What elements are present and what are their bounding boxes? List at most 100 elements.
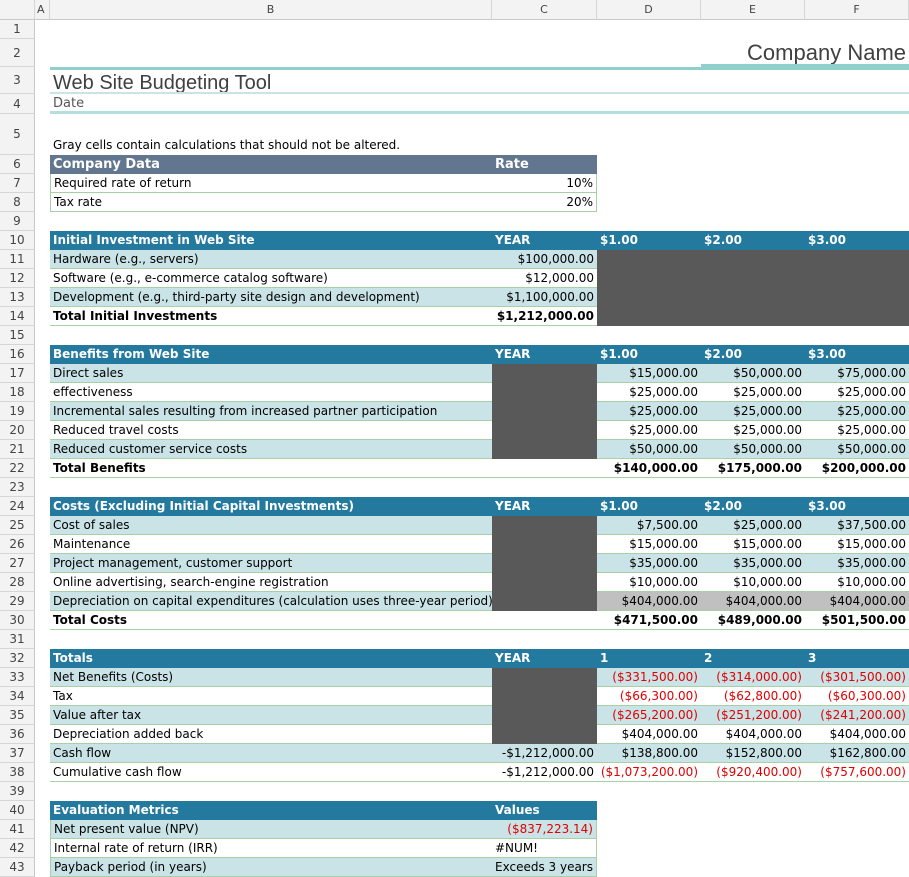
value-cell[interactable]: $15,000.00: [805, 535, 909, 554]
company-name[interactable]: Company Name: [701, 39, 909, 67]
row-label[interactable]: Incremental sales resulting from increas…: [50, 402, 492, 421]
row-header[interactable]: 8: [0, 193, 35, 212]
column-header-C[interactable]: C: [492, 0, 597, 20]
value-cell[interactable]: -$1,212,000.00: [492, 763, 597, 782]
value-cell[interactable]: $12,000.00: [492, 269, 597, 288]
value-cell[interactable]: $1,100,000.00: [492, 288, 597, 307]
total-value[interactable]: $1,212,000.00: [492, 307, 597, 326]
value-cell[interactable]: $50,000.00: [805, 440, 909, 459]
value-cell[interactable]: $404,000.00: [597, 592, 701, 611]
value-cell[interactable]: $37,500.00: [805, 516, 909, 535]
row-label[interactable]: Tax rate: [50, 193, 492, 212]
row-header[interactable]: 31: [0, 630, 35, 649]
row-header[interactable]: 22: [0, 459, 35, 478]
value-cell[interactable]: $35,000.00: [701, 554, 805, 573]
row-label[interactable]: Hardware (e.g., servers): [50, 250, 492, 269]
row-label[interactable]: Depreciation added back: [50, 725, 492, 744]
value-cell[interactable]: $10,000.00: [701, 573, 805, 592]
value-cell[interactable]: ($1,073,200.00): [597, 763, 701, 782]
row-header[interactable]: 34: [0, 687, 35, 706]
row-label[interactable]: Online advertising, search-engine regist…: [50, 573, 492, 592]
row-label[interactable]: Required rate of return: [50, 174, 492, 193]
row-header[interactable]: 30: [0, 611, 35, 630]
column-label[interactable]: 2: [701, 649, 805, 668]
row-label[interactable]: Development (e.g., third-party site desi…: [50, 288, 492, 307]
value-cell[interactable]: $404,000.00: [597, 725, 701, 744]
column-label[interactable]: Values: [492, 801, 597, 820]
row-header[interactable]: 14: [0, 307, 35, 326]
column-label[interactable]: 1: [597, 649, 701, 668]
value-cell[interactable]: ($757,600.00): [805, 763, 909, 782]
sheet-title[interactable]: Web Site Budgeting Tool: [50, 67, 909, 94]
row-header[interactable]: 9: [0, 212, 35, 231]
row-label[interactable]: Net Benefits (Costs): [50, 668, 492, 687]
value-cell[interactable]: $138,800.00: [597, 744, 701, 763]
row-header[interactable]: 25: [0, 516, 35, 535]
row-header[interactable]: 12: [0, 269, 35, 288]
value-cell[interactable]: $404,000.00: [701, 725, 805, 744]
row-header[interactable]: 7: [0, 174, 35, 193]
row-label[interactable]: Value after tax: [50, 706, 492, 725]
value-cell[interactable]: ($241,200.00): [805, 706, 909, 725]
value-cell[interactable]: $404,000.00: [805, 725, 909, 744]
row-header[interactable]: 28: [0, 573, 35, 592]
total-label[interactable]: Total Benefits: [50, 459, 492, 478]
row-label[interactable]: Direct sales: [50, 364, 492, 383]
row-header[interactable]: 21: [0, 440, 35, 459]
row-header[interactable]: 16: [0, 345, 35, 364]
row-header[interactable]: 18: [0, 383, 35, 402]
row-header[interactable]: 36: [0, 725, 35, 744]
column-label[interactable]: $2.00: [701, 345, 805, 364]
total-value[interactable]: $200,000.00: [805, 459, 909, 478]
total-value[interactable]: $471,500.00: [597, 611, 701, 630]
row-header[interactable]: 39: [0, 782, 35, 801]
row-label[interactable]: Internal rate of return (IRR): [50, 839, 492, 858]
row-header[interactable]: 33: [0, 668, 35, 687]
column-label[interactable]: $1.00: [597, 345, 701, 364]
row-header[interactable]: 13: [0, 288, 35, 307]
row-label[interactable]: Software (e.g., e-commerce catalog softw…: [50, 269, 492, 288]
value-cell[interactable]: ($265,200.00): [597, 706, 701, 725]
column-label[interactable]: $2.00: [701, 497, 805, 516]
column-label[interactable]: $1.00: [597, 497, 701, 516]
value-cell[interactable]: $10,000.00: [805, 573, 909, 592]
value-cell[interactable]: ($920,400.00): [701, 763, 805, 782]
date-field[interactable]: Date: [50, 94, 909, 114]
column-label[interactable]: $3.00: [805, 497, 909, 516]
column-label[interactable]: YEAR: [492, 345, 597, 364]
value-cell[interactable]: $404,000.00: [701, 592, 805, 611]
value-cell[interactable]: $10,000.00: [597, 573, 701, 592]
empty-cell[interactable]: [492, 611, 597, 630]
row-header[interactable]: 26: [0, 535, 35, 554]
total-value[interactable]: $140,000.00: [597, 459, 701, 478]
column-label[interactable]: Rate: [492, 155, 597, 174]
value-cell[interactable]: ($837,223.14): [492, 820, 597, 839]
column-label[interactable]: YEAR: [492, 231, 597, 250]
row-label[interactable]: Cash flow: [50, 744, 492, 763]
column-label[interactable]: $3.00: [805, 345, 909, 364]
section-header[interactable]: Evaluation Metrics: [50, 801, 492, 820]
value-cell[interactable]: 20%: [492, 193, 597, 212]
row-header[interactable]: 40: [0, 801, 35, 820]
row-header[interactable]: 29: [0, 592, 35, 611]
row-label[interactable]: Net present value (NPV): [50, 820, 492, 839]
total-value[interactable]: $489,000.00: [701, 611, 805, 630]
row-header[interactable]: 15: [0, 326, 35, 345]
column-header-E[interactable]: E: [701, 0, 805, 20]
column-header-F[interactable]: F: [805, 0, 909, 20]
row-header[interactable]: 10: [0, 231, 35, 250]
row-header[interactable]: 1: [0, 20, 35, 39]
value-cell[interactable]: $25,000.00: [701, 516, 805, 535]
value-cell[interactable]: $7,500.00: [597, 516, 701, 535]
row-header[interactable]: 23: [0, 478, 35, 497]
value-cell[interactable]: $15,000.00: [701, 535, 805, 554]
value-cell[interactable]: ($66,300.00): [597, 687, 701, 706]
value-cell[interactable]: ($314,000.00): [701, 668, 805, 687]
value-cell[interactable]: $25,000.00: [805, 383, 909, 402]
value-cell[interactable]: $75,000.00: [805, 364, 909, 383]
value-cell[interactable]: $404,000.00: [805, 592, 909, 611]
value-cell[interactable]: $25,000.00: [597, 421, 701, 440]
note-text[interactable]: Gray cells contain calculations that sho…: [53, 138, 401, 152]
value-cell[interactable]: ($301,500.00): [805, 668, 909, 687]
value-cell[interactable]: $50,000.00: [701, 364, 805, 383]
